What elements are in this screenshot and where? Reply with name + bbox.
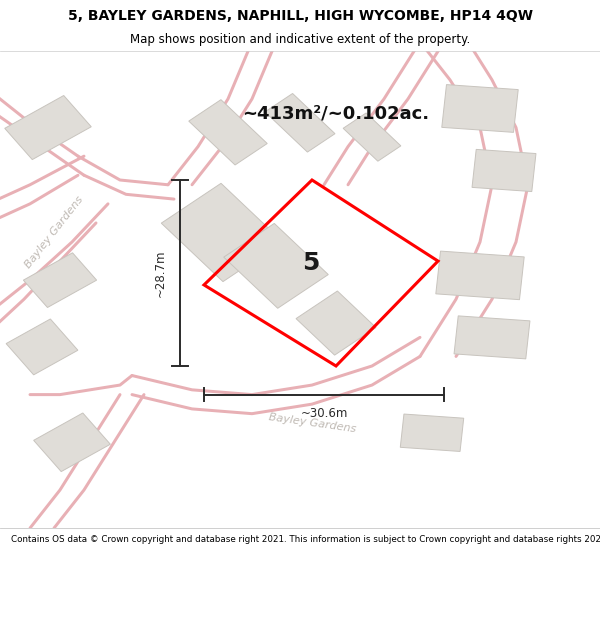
Text: Contains OS data © Crown copyright and database right 2021. This information is : Contains OS data © Crown copyright and d… bbox=[11, 535, 600, 544]
Polygon shape bbox=[472, 149, 536, 191]
Text: ~413m²/~0.102ac.: ~413m²/~0.102ac. bbox=[242, 104, 430, 122]
Polygon shape bbox=[161, 183, 283, 282]
Text: 5: 5 bbox=[302, 251, 319, 276]
Text: Map shows position and indicative extent of the property.: Map shows position and indicative extent… bbox=[130, 33, 470, 46]
Polygon shape bbox=[224, 223, 328, 308]
Text: ~28.7m: ~28.7m bbox=[154, 249, 167, 297]
Text: 5, BAYLEY GARDENS, NAPHILL, HIGH WYCOMBE, HP14 4QW: 5, BAYLEY GARDENS, NAPHILL, HIGH WYCOMBE… bbox=[67, 9, 533, 23]
Polygon shape bbox=[400, 414, 464, 451]
Polygon shape bbox=[436, 251, 524, 299]
Polygon shape bbox=[6, 319, 78, 375]
Polygon shape bbox=[343, 113, 401, 161]
Text: Bayley Gardens: Bayley Gardens bbox=[23, 194, 85, 270]
Text: Bayley Gardens: Bayley Gardens bbox=[268, 412, 356, 434]
Text: ~30.6m: ~30.6m bbox=[301, 406, 347, 419]
Polygon shape bbox=[189, 99, 267, 165]
Polygon shape bbox=[23, 253, 97, 308]
Polygon shape bbox=[296, 291, 376, 355]
Polygon shape bbox=[34, 413, 110, 472]
Polygon shape bbox=[5, 96, 91, 159]
Polygon shape bbox=[265, 94, 335, 152]
Polygon shape bbox=[442, 84, 518, 132]
Polygon shape bbox=[454, 316, 530, 359]
